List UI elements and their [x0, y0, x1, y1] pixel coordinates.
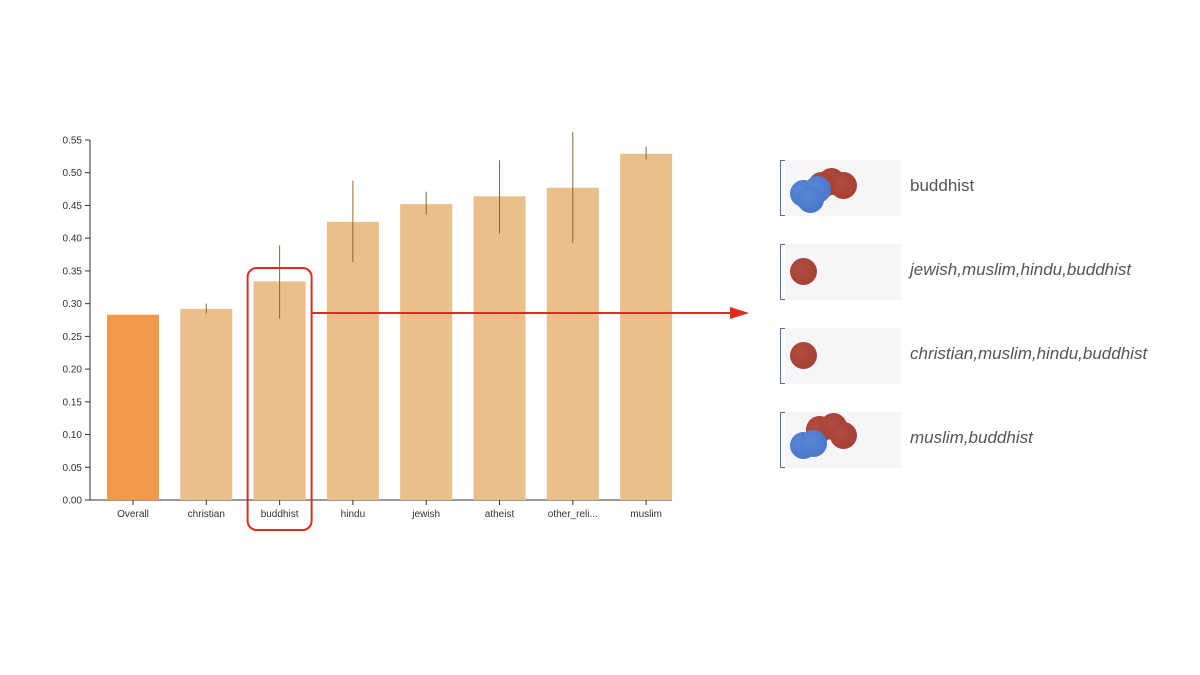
bar-overall — [107, 314, 159, 500]
y-tick-label: 0.55 — [63, 136, 83, 147]
subgroup-label: muslim,buddhist — [910, 428, 1033, 447]
y-tick-label: 0.30 — [63, 299, 83, 310]
bracket-icon — [780, 328, 786, 384]
y-tick-label: 0.10 — [63, 430, 83, 441]
subgroup-row[interactable]: buddhist — [780, 160, 1180, 216]
bracket-icon — [780, 412, 786, 468]
x-tick-label: other_reli... — [548, 509, 598, 520]
red-dot-icon — [830, 422, 857, 449]
y-tick-label: 0.40 — [63, 234, 83, 245]
subgroup-label: buddhist — [910, 176, 975, 195]
subgroup-label: christian,muslim,hindu,buddhist — [910, 344, 1148, 363]
y-tick-label: 0.15 — [63, 397, 83, 408]
subgroup-label: jewish,muslim,hindu,buddhist — [910, 260, 1132, 279]
bracket-icon — [780, 244, 786, 300]
x-tick-label: muslim — [630, 509, 662, 520]
subgroup-row[interactable]: muslim,buddhist — [780, 412, 1180, 468]
y-tick-label: 0.45 — [63, 201, 83, 212]
subgroup-row[interactable]: jewish,muslim,hindu,buddhist — [780, 244, 1180, 300]
x-tick-label: buddhist — [261, 509, 299, 520]
x-tick-label: christian — [188, 509, 225, 520]
x-tick-label: Overall — [117, 509, 149, 520]
y-tick-label: 0.50 — [63, 168, 83, 179]
bar-atheist — [473, 196, 526, 501]
bracket-icon — [780, 160, 786, 216]
y-tick-label: 0.25 — [63, 332, 83, 343]
y-tick-label: 0.05 — [63, 463, 83, 474]
subgroup-row[interactable]: christian,muslim,hindu,buddhist — [780, 328, 1180, 384]
blue-dot-icon — [800, 430, 827, 457]
y-tick-label: 0.20 — [63, 365, 83, 376]
bar-muslim — [620, 153, 673, 500]
highlight-box — [246, 267, 313, 531]
x-tick-label: atheist — [485, 509, 515, 520]
bar-hindu — [326, 221, 379, 500]
x-tick-label: hindu — [341, 509, 365, 520]
x-tick-label: jewish — [411, 509, 440, 520]
bar-christian — [180, 308, 233, 500]
blue-dot-icon — [797, 186, 824, 213]
red-dot-icon — [790, 342, 817, 369]
y-tick-label: 0.35 — [63, 266, 83, 277]
y-tick-label: 0.00 — [63, 496, 83, 507]
arrow-head — [730, 307, 749, 319]
red-dot-icon — [790, 258, 817, 285]
bar-jewish — [400, 204, 453, 501]
